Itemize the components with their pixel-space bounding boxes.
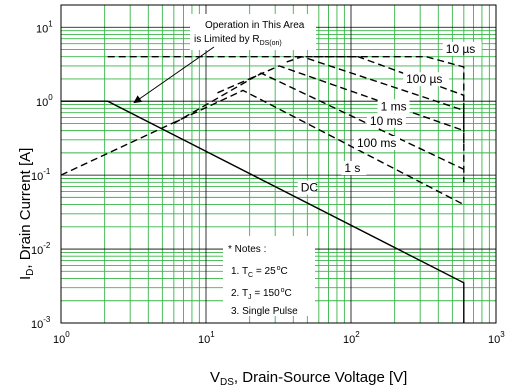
series-label: 1 s <box>344 161 360 175</box>
y-tick-label: 100 <box>36 93 53 109</box>
series-10-s <box>107 56 465 127</box>
rdson-annotation: Operation in This Area is Limited by RDS… <box>133 14 316 104</box>
series-label-bg <box>354 136 401 151</box>
note2-value: = 150 <box>252 288 281 299</box>
series-labels: DC 1 s 100 ms 10 ms1 ms 100 µs 10 µs <box>297 41 482 195</box>
series-10-ms <box>217 65 465 132</box>
note1-prefix: 1. T <box>231 266 248 277</box>
series-label-bg <box>403 72 450 87</box>
svg-text:1. TC = 25oC: 1. TC = 25oC <box>231 265 288 279</box>
x-axis-title-sub: DS <box>220 377 234 387</box>
plot-frame <box>60 4 497 324</box>
series-label: 10 ms <box>370 114 403 128</box>
series-label-bg <box>366 113 406 128</box>
notes-box: * Notes : 1. TC = 25oC 2. TJ = 150oC 3. … <box>223 236 315 317</box>
series-label: 100 ms <box>357 136 396 150</box>
series-label-bg <box>377 99 410 114</box>
series-label-bg <box>341 161 367 176</box>
svg-text:ID, Drain Current [A]: ID, Drain Current [A] <box>17 148 36 280</box>
x-axis-title: V <box>210 369 220 386</box>
svg-text:is Limited by RDS(on): is Limited by RDS(on) <box>194 34 282 47</box>
note1-value: = 25 <box>253 266 276 277</box>
x-tick-labels: 100 101 102 103 <box>53 330 505 346</box>
note1-subscript: C <box>248 272 253 279</box>
y-tick-label: 10-3 <box>31 315 51 331</box>
rdson-arrow <box>133 46 215 104</box>
rdson-subscript: DS(on) <box>260 40 282 47</box>
rdson-box <box>190 14 316 50</box>
svg-text:2. TJ = 150oC: 2. TJ = 150oC <box>231 287 292 301</box>
note2-subscript: J <box>248 294 252 301</box>
x-tick-label: 100 <box>53 330 70 346</box>
note2-prefix: 2. T <box>231 288 248 299</box>
x-axis-title-rest: , Drain-Source Voltage [V] <box>234 369 407 386</box>
series-label-bg <box>442 41 482 56</box>
rdson-line1: Operation in This Area <box>205 20 305 31</box>
series-1-s <box>60 89 465 206</box>
series-label: 100 µs <box>406 72 442 86</box>
y-tick-labels: 10-3 10-2 10-1 100 101 <box>31 19 53 331</box>
rdson-line2: is Limited by R <box>194 34 260 45</box>
y-axis-title-sub: D <box>25 269 36 276</box>
series-label: 10 µs <box>446 42 476 56</box>
y-tick-label: 101 <box>36 19 53 35</box>
note2-unit: C <box>285 288 292 299</box>
note1-unit: C <box>281 266 288 277</box>
y-axis-title-rest: , Drain Current [A] <box>17 148 34 269</box>
notes-background <box>223 236 315 316</box>
series-1-ms <box>286 55 465 183</box>
svg-text:VDS, Drain-Source Voltage [V]: VDS, Drain-Source Voltage [V] <box>210 369 407 387</box>
series-group <box>60 55 465 323</box>
series-dc <box>61 100 465 323</box>
series-label: DC <box>301 181 319 195</box>
x-tick-label: 102 <box>343 330 360 346</box>
notes-title: * Notes : <box>228 244 266 255</box>
x-tick-label: 103 <box>488 330 505 346</box>
y-axis-title: I <box>17 276 34 280</box>
note3: 3. Single Pulse <box>231 306 298 317</box>
x-tick-label: 101 <box>198 330 215 346</box>
series-label: 1 ms <box>381 99 407 113</box>
y-tick-label: 10-1 <box>31 167 51 183</box>
series-label-bg <box>297 180 316 195</box>
y-tick-label: 10-2 <box>31 241 51 257</box>
